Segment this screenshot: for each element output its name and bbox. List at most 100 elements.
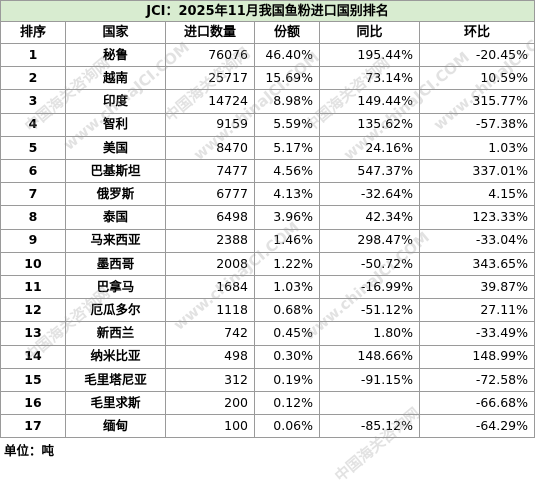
table-cell: 343.65% <box>420 252 535 276</box>
table-cell: 0.30% <box>255 345 320 369</box>
table-cell: 6498 <box>166 206 255 230</box>
table-cell: -57.38% <box>420 113 535 137</box>
table-cell: 13 <box>0 322 66 346</box>
table-cell: 巴基斯坦 <box>66 160 166 184</box>
table-cell: 15.69% <box>255 67 320 91</box>
table-cell: 149.44% <box>320 90 420 114</box>
table-cell: -20.45% <box>420 44 535 68</box>
table-cell: 6777 <box>166 183 255 207</box>
table-cell: 俄罗斯 <box>66 183 166 207</box>
table-cell: 0.19% <box>255 368 320 392</box>
table-cell: 7 <box>0 183 66 207</box>
table-title: JCI：2025年11月我国鱼粉进口国别排名 <box>0 0 535 22</box>
table-cell: -72.58% <box>420 368 535 392</box>
table-cell: 4.56% <box>255 160 320 184</box>
table-cell: 200 <box>166 392 255 416</box>
table-cell: 148.99% <box>420 345 535 369</box>
table-cell: 新西兰 <box>66 322 166 346</box>
table-cell: 1118 <box>166 299 255 323</box>
table-cell: 3 <box>0 90 66 114</box>
table-cell: 4.13% <box>255 183 320 207</box>
table-cell: 742 <box>166 322 255 346</box>
table-cell: 5 <box>0 136 66 160</box>
table-cell: 15 <box>0 368 66 392</box>
table-cell: -16.99% <box>320 276 420 300</box>
table-cell: 100 <box>166 415 255 439</box>
table-cell: -91.15% <box>320 368 420 392</box>
table-cell: 2008 <box>166 252 255 276</box>
table-cell: 4 <box>0 113 66 137</box>
table-cell: 1.03% <box>420 136 535 160</box>
table-cell: 14 <box>0 345 66 369</box>
table-cell: 24.16% <box>320 136 420 160</box>
table-cell: 195.44% <box>320 44 420 68</box>
table-cell: 0.12% <box>255 392 320 416</box>
column-header: 份额 <box>255 22 320 44</box>
table-cell: 4.15% <box>420 183 535 207</box>
table-cell: 9159 <box>166 113 255 137</box>
table-cell: 毛里求斯 <box>66 392 166 416</box>
table-cell: 9 <box>0 229 66 253</box>
table-cell: 27.11% <box>420 299 535 323</box>
table-cell: 3.96% <box>255 206 320 230</box>
table-cell: 厄瓜多尔 <box>66 299 166 323</box>
table-cell: 7477 <box>166 160 255 184</box>
table-cell: 16 <box>0 392 66 416</box>
table-cell: 10.59% <box>420 67 535 91</box>
table-cell: -85.12% <box>320 415 420 439</box>
table-cell: 2 <box>0 67 66 91</box>
column-header: 同比 <box>320 22 420 44</box>
column-header: 国家 <box>66 22 166 44</box>
table-cell: 123.33% <box>420 206 535 230</box>
table-cell: -51.12% <box>320 299 420 323</box>
table-cell: 1.03% <box>255 276 320 300</box>
table-cell: 巴拿马 <box>66 276 166 300</box>
table-cell: 纳米比亚 <box>66 345 166 369</box>
table-cell: 毛里塔尼亚 <box>66 368 166 392</box>
table-cell: 印度 <box>66 90 166 114</box>
table-cell: 1.80% <box>320 322 420 346</box>
table-cell: 墨西哥 <box>66 252 166 276</box>
table-cell: 0.06% <box>255 415 320 439</box>
unit-note: 单位：吨 <box>4 443 55 458</box>
table-cell: 6 <box>0 160 66 184</box>
table-cell: 越南 <box>66 67 166 91</box>
table-cell: -33.49% <box>420 322 535 346</box>
table-cell: 秘鲁 <box>66 44 166 68</box>
table-cell: 337.01% <box>420 160 535 184</box>
table-cell <box>320 392 420 416</box>
table-cell: 42.34% <box>320 206 420 230</box>
table-cell: 498 <box>166 345 255 369</box>
table-cell: 76076 <box>166 44 255 68</box>
table-cell: 8470 <box>166 136 255 160</box>
table-cell: 马来西亚 <box>66 229 166 253</box>
table-cell: 547.37% <box>320 160 420 184</box>
table-cell: 8.98% <box>255 90 320 114</box>
table-cell: 5.59% <box>255 113 320 137</box>
table-cell: 1.46% <box>255 229 320 253</box>
table-cell: 2388 <box>166 229 255 253</box>
table-cell: 298.47% <box>320 229 420 253</box>
table-cell: 11 <box>0 276 66 300</box>
table-cell: 10 <box>0 252 66 276</box>
table-cell: 0.68% <box>255 299 320 323</box>
table-cell: 5.17% <box>255 136 320 160</box>
column-header: 环比 <box>420 22 535 44</box>
table-cell: 39.87% <box>420 276 535 300</box>
table-cell: 智利 <box>66 113 166 137</box>
table-cell: 缅甸 <box>66 415 166 439</box>
table-cell: 1684 <box>166 276 255 300</box>
table-cell: 1 <box>0 44 66 68</box>
table-cell: 17 <box>0 415 66 439</box>
table-cell: 73.14% <box>320 67 420 91</box>
column-header: 进口数量 <box>166 22 255 44</box>
table-cell: -33.04% <box>420 229 535 253</box>
table-cell: 8 <box>0 206 66 230</box>
table-cell: 1.22% <box>255 252 320 276</box>
table-cell: 14724 <box>166 90 255 114</box>
table-cell: 泰国 <box>66 206 166 230</box>
column-header: 排序 <box>0 22 66 44</box>
table-cell: 46.40% <box>255 44 320 68</box>
table-cell: 25717 <box>166 67 255 91</box>
